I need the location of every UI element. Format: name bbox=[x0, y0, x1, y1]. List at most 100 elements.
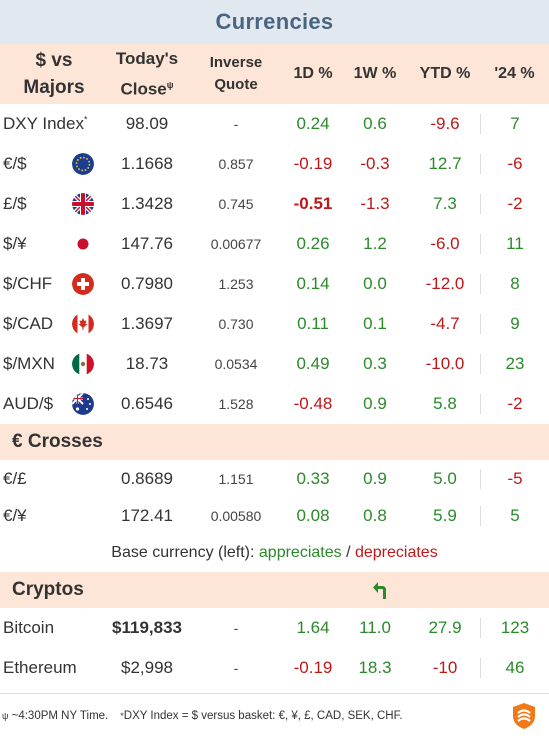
close-value: 172.41 bbox=[121, 505, 173, 525]
majors-row: DXY Index* 98.09 - 0.24 0.6 -9.6 7 bbox=[0, 104, 549, 144]
change-ytd: 27.9 bbox=[428, 618, 462, 637]
pair-name: £/$ bbox=[3, 194, 27, 213]
change-1w: 11.0 bbox=[359, 618, 391, 637]
inverse-value: - bbox=[233, 620, 239, 636]
inverse-value: 1.253 bbox=[218, 276, 254, 292]
pair-name: DXY Index bbox=[3, 114, 84, 133]
change-1d: 0.24 bbox=[296, 114, 330, 133]
pair-name: $/CAD bbox=[3, 314, 54, 333]
inverse-value: - bbox=[233, 660, 239, 676]
change-2024: -5 bbox=[480, 468, 549, 489]
pair-name: €/£ bbox=[3, 468, 27, 488]
pair-cell: DXY Index* bbox=[0, 114, 108, 134]
change-2024: 7 bbox=[480, 114, 549, 134]
change-1w: 0.3 bbox=[363, 354, 387, 373]
close-value: $119,833 bbox=[112, 618, 182, 637]
change-1d: 0.26 bbox=[296, 234, 330, 253]
swiss-flag-icon bbox=[72, 273, 94, 295]
change-2024: 123 bbox=[480, 618, 549, 638]
change-1d: 0.08 bbox=[296, 505, 330, 525]
arrow-up-left-icon bbox=[372, 580, 390, 606]
majors-row: $/CHF 0.7980 1.253 0.14 0.0 -12.0 8 bbox=[0, 264, 549, 304]
close-footnote-mark: ψ bbox=[166, 79, 174, 90]
inverse-value: 0.00580 bbox=[210, 507, 262, 524]
footer: ψ ~4:30PM NY Time. * DXY Index = $ versu… bbox=[0, 693, 549, 738]
change-1d: -0.51 bbox=[293, 194, 333, 213]
footnote-close-time: ~4:30PM NY Time. bbox=[8, 710, 109, 722]
change-1w: 1.2 bbox=[363, 234, 387, 253]
close-value: 147.76 bbox=[121, 234, 173, 253]
pair-name: $/CHF bbox=[3, 274, 53, 293]
majors-row: £/$ 1.3428 0.745 -0.51 -1.3 7.3 -2 bbox=[0, 184, 549, 224]
change-2024: -6 bbox=[480, 154, 549, 174]
crosses-section-header: € Crosses bbox=[0, 424, 549, 460]
crosses-table: €/£ 0.8689 1.151 0.33 0.9 5.0 -5 €/¥ 172.41 0.005… bbox=[0, 460, 549, 534]
change-1w: 0.9 bbox=[363, 468, 387, 488]
col-24-header: '24 % bbox=[494, 65, 535, 82]
pair-name: $/¥ bbox=[3, 234, 27, 253]
change-2024: 8 bbox=[480, 274, 549, 294]
legend: Base currency (left): appreciates / depr… bbox=[0, 534, 549, 572]
pair-name: €/$ bbox=[3, 154, 27, 173]
crosses-title: € Crosses bbox=[12, 431, 103, 452]
col-inverse-header: Inverse Quote bbox=[186, 52, 286, 96]
change-1d: 0.14 bbox=[296, 274, 330, 293]
change-2024: 23 bbox=[480, 354, 549, 374]
majors-row: $/CAD 1.3697 0.730 0.11 0.1 -4.7 9 bbox=[0, 304, 549, 344]
dxy-footnote-mark: * bbox=[83, 114, 88, 125]
col-pair-header-line1: $ vs bbox=[35, 50, 73, 71]
inverse-value: 1.528 bbox=[218, 396, 254, 412]
title-bar: Currencies bbox=[0, 0, 549, 44]
australia-flag-icon bbox=[72, 393, 94, 415]
majors-row: $/MXN 18.73 0.0534 0.49 0.3 -10.0 23 bbox=[0, 344, 549, 384]
cryptos-row: Bitcoin $119,833 - 1.64 11.0 27.9 123 bbox=[0, 608, 549, 648]
inverse-value: 0.857 bbox=[218, 156, 254, 172]
col-inverse-header-line1: Inverse bbox=[209, 54, 263, 71]
cryptos-title: Cryptos bbox=[12, 579, 84, 600]
change-1w: -0.3 bbox=[360, 154, 390, 173]
change-1w: 0.6 bbox=[363, 114, 387, 133]
change-ytd: 7.3 bbox=[433, 194, 457, 213]
close-value: 18.73 bbox=[125, 354, 169, 373]
canada-flag-icon bbox=[72, 313, 94, 335]
col-close-header-line1: Today's bbox=[115, 48, 179, 68]
pair-name: AUD/$ bbox=[3, 394, 54, 413]
change-ytd: -4.7 bbox=[430, 314, 460, 333]
change-2024: -2 bbox=[480, 194, 549, 214]
cryptos-row: Ethereum $2,998 - -0.19 18.3 -10 46 bbox=[0, 648, 549, 688]
inverse-value: 1.151 bbox=[218, 470, 254, 487]
inverse-value: 0.00677 bbox=[210, 236, 262, 252]
mexico-flag-icon bbox=[72, 353, 94, 375]
change-1w: 0.8 bbox=[363, 505, 387, 525]
close-value: 0.8689 bbox=[121, 468, 173, 488]
pair-cell: €/¥ bbox=[0, 506, 108, 526]
majors-row: €/$ 1.1668 0.857 -0.19 -0.3 12.7 -6 bbox=[0, 144, 549, 184]
majors-header: $ vs Majors Today's Closeψ Inverse Quote… bbox=[0, 44, 549, 104]
legend-appreciates: appreciates bbox=[258, 544, 342, 561]
change-1d: -0.19 bbox=[293, 154, 333, 173]
pair-cell: €/£ bbox=[0, 469, 108, 489]
col-1d-header: 1D % bbox=[293, 65, 333, 82]
close-value: 0.7980 bbox=[121, 274, 173, 293]
pair-cell: $/CAD bbox=[0, 313, 108, 335]
legend-separator: / bbox=[341, 544, 355, 561]
legend-prefix: Base currency (left): bbox=[111, 544, 255, 561]
change-1d: 1.64 bbox=[296, 618, 330, 637]
pair-cell: Bitcoin bbox=[0, 618, 108, 638]
change-ytd: 5.8 bbox=[433, 394, 457, 413]
cryptos-section-header: Cryptos bbox=[0, 572, 549, 608]
close-value: 98.09 bbox=[125, 114, 169, 133]
pair-cell: $/¥ bbox=[0, 233, 108, 255]
logo-icon bbox=[511, 702, 537, 733]
change-ytd: -12.0 bbox=[425, 274, 465, 293]
change-1d: -0.19 bbox=[293, 658, 333, 677]
eu-flag-icon bbox=[72, 153, 94, 175]
majors-row: $/¥ 147.76 0.00677 0.26 1.2 -6.0 11 bbox=[0, 224, 549, 264]
change-1d: -0.48 bbox=[293, 394, 333, 413]
change-ytd: 12.7 bbox=[428, 154, 462, 173]
change-1d: 0.11 bbox=[297, 314, 329, 333]
change-2024: 9 bbox=[480, 314, 549, 334]
change-2024: 5 bbox=[480, 505, 549, 526]
change-ytd: 5.0 bbox=[433, 468, 457, 488]
cryptos-table: Bitcoin $119,833 - 1.64 11.0 27.9 123 Ethereum $… bbox=[0, 608, 549, 688]
